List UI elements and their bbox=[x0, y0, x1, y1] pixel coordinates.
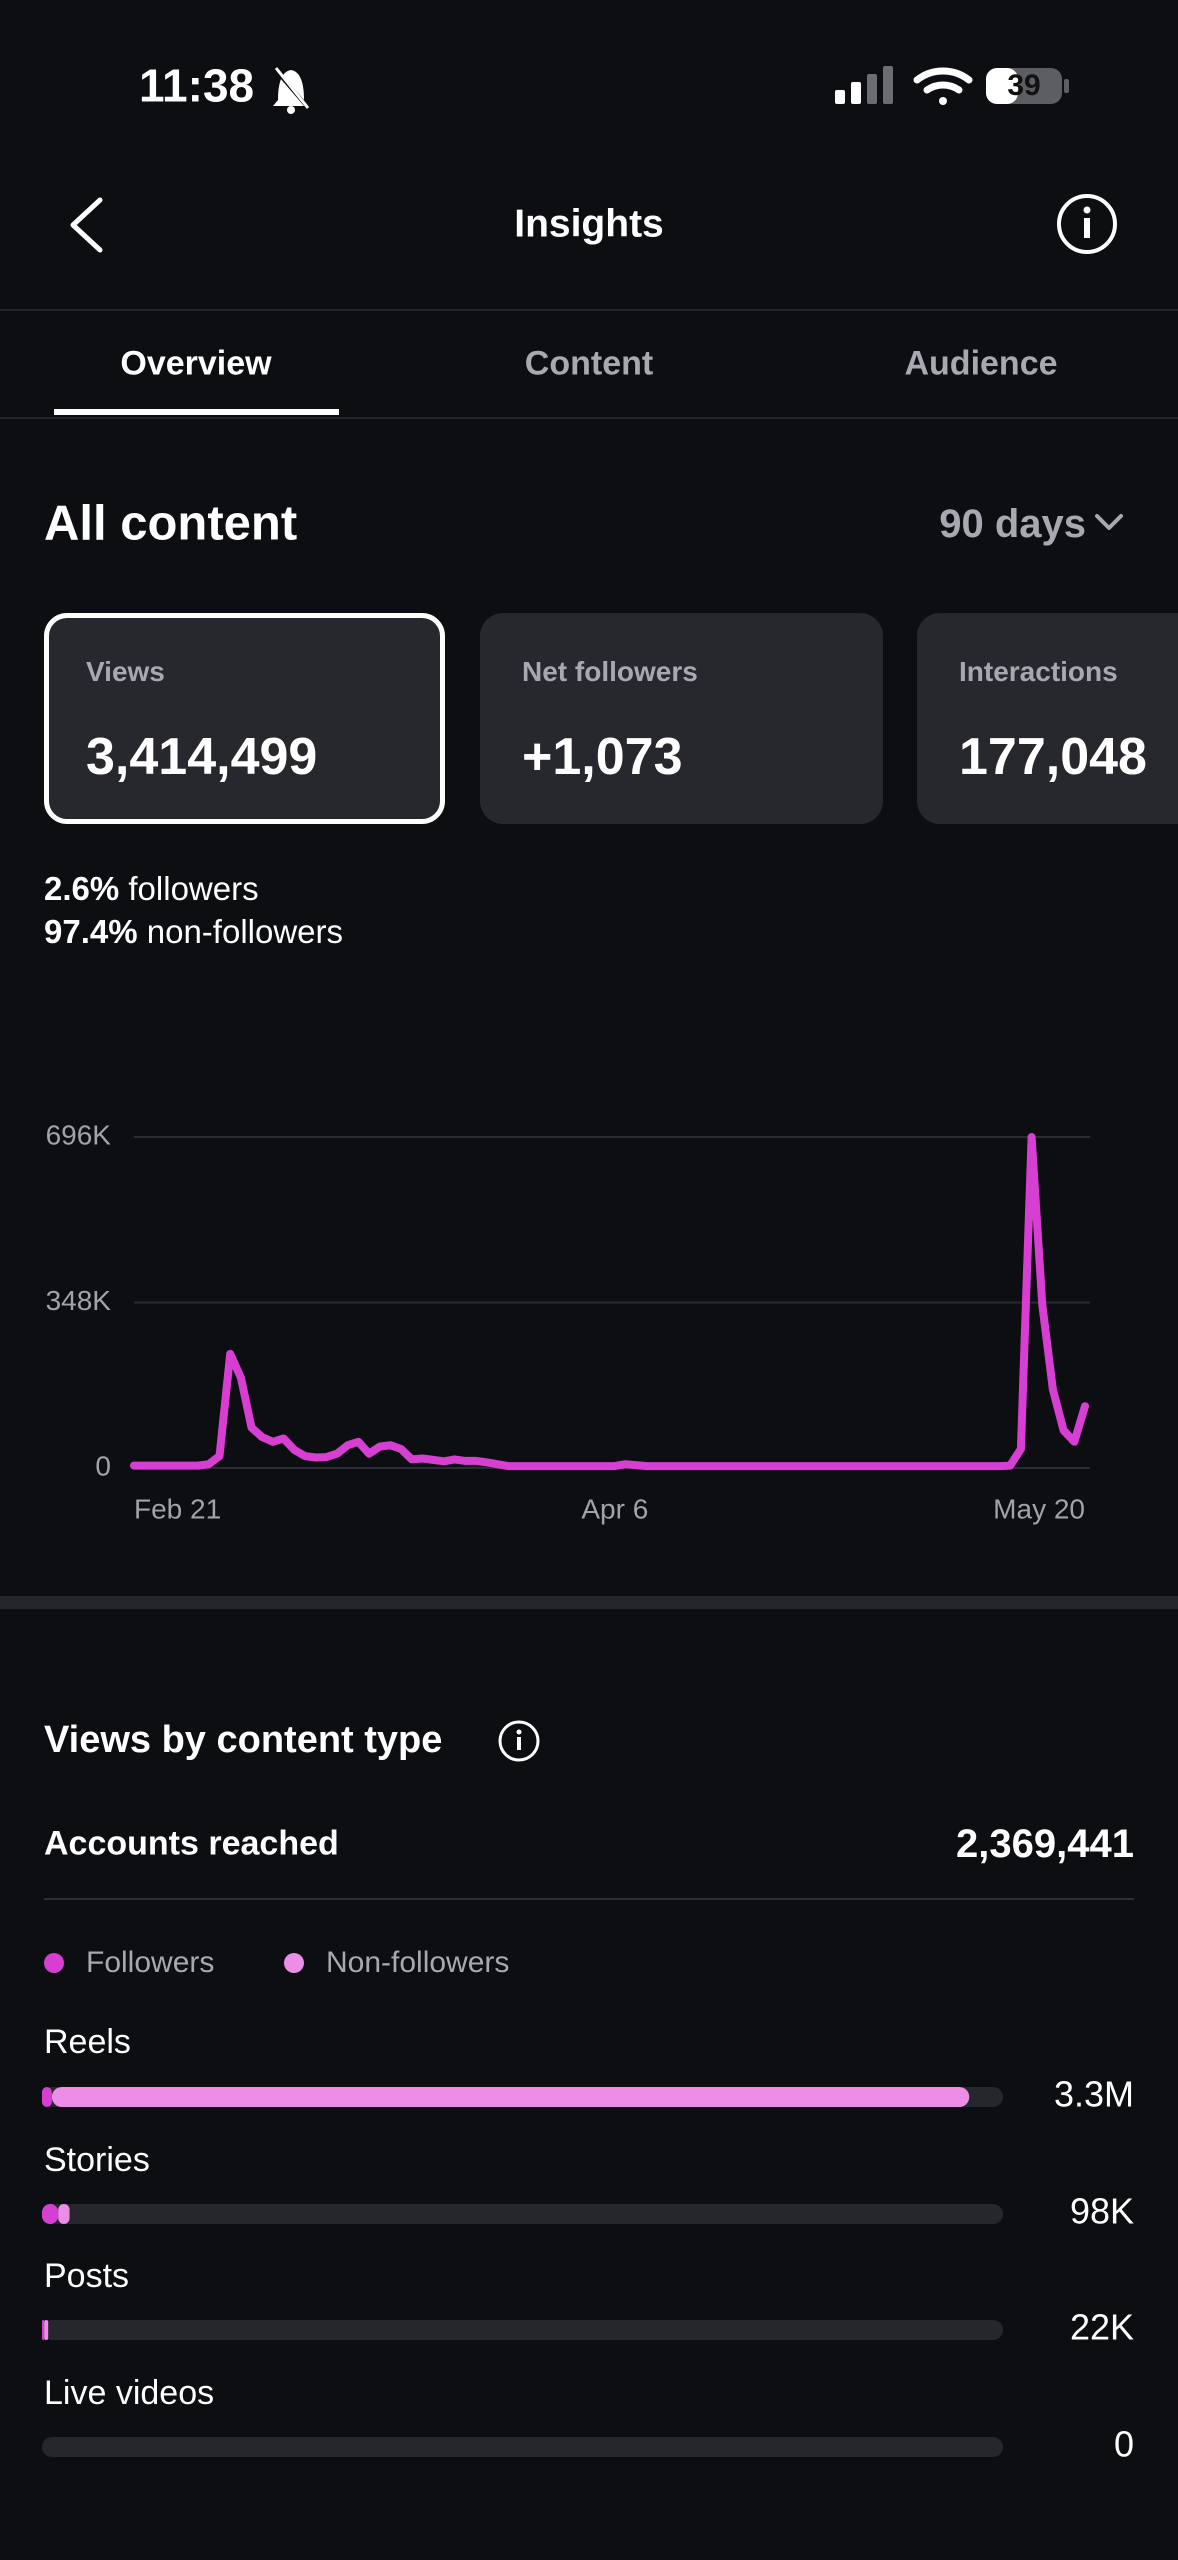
row-label: Live videos bbox=[44, 2374, 214, 2412]
reach-value: 2,369,441 bbox=[956, 1822, 1134, 1866]
bell-muted-icon bbox=[272, 66, 312, 114]
card-value: 3,414,499 bbox=[86, 727, 318, 786]
bar-segment bbox=[51, 2087, 970, 2107]
metric-card[interactable] bbox=[44, 613, 445, 824]
card-value: +1,073 bbox=[522, 727, 683, 786]
range-picker[interactable]: 90 days bbox=[939, 502, 1086, 546]
bar-segment bbox=[44, 2320, 49, 2340]
header-icons bbox=[0, 194, 1178, 311]
signal-icon bbox=[835, 66, 893, 104]
bar-track bbox=[42, 2320, 1003, 2340]
x-tick-label: Apr 6 bbox=[581, 1493, 648, 1524]
y-tick-label: 696K bbox=[46, 1119, 112, 1150]
chevron-down bbox=[1095, 514, 1123, 530]
reach-label: Accounts reached bbox=[44, 1824, 339, 1863]
row-label: Stories bbox=[44, 2141, 150, 2179]
split-line: 97.4% non-followers bbox=[44, 912, 343, 952]
wifi-icon bbox=[913, 67, 973, 105]
status-icons: 39 bbox=[272, 66, 1069, 114]
metric-card[interactable] bbox=[480, 613, 883, 824]
row-label: Posts bbox=[44, 2257, 129, 2295]
bar-track bbox=[42, 2204, 1003, 2224]
card-label: Views bbox=[86, 656, 165, 688]
x-tick-label: Feb 21 bbox=[134, 1493, 221, 1524]
split-label: non-followers bbox=[146, 913, 344, 951]
card-value: 177,048 bbox=[959, 727, 1147, 786]
row-value: 22K bbox=[1070, 2307, 1134, 2348]
legend-label: Followers bbox=[86, 1946, 214, 1979]
tab-underline bbox=[54, 409, 339, 415]
tab[interactable]: Content bbox=[524, 344, 654, 383]
split-percent: 97.4% bbox=[44, 913, 138, 951]
section-separator bbox=[0, 1596, 1178, 1609]
split-label: followers bbox=[128, 870, 259, 908]
row-value: 98K bbox=[1070, 2191, 1134, 2232]
tab-lines bbox=[0, 409, 1178, 419]
info-icon bbox=[498, 1720, 540, 1762]
legend-dot bbox=[284, 1953, 304, 1973]
section-title: All content bbox=[44, 496, 298, 551]
back-button[interactable] bbox=[70, 197, 103, 253]
bar-segment bbox=[42, 2320, 45, 2340]
legend-dot bbox=[44, 1953, 64, 1973]
bar-segment bbox=[42, 2204, 59, 2224]
bar-segment bbox=[58, 2204, 70, 2224]
row-label: Reels bbox=[44, 2023, 131, 2061]
line-chart: 0 348K 696K Feb 21 Apr 6 May 20 bbox=[46, 1119, 1090, 1524]
row-value: 3.3M bbox=[1054, 2074, 1134, 2115]
tab[interactable]: Audience bbox=[904, 344, 1058, 383]
split-line: 2.6% followers bbox=[44, 869, 259, 909]
card-label: Interactions bbox=[959, 656, 1118, 688]
legend-label: Non-followers bbox=[326, 1946, 509, 1979]
metric-card[interactable] bbox=[917, 613, 1178, 824]
info-button[interactable] bbox=[498, 1720, 540, 1762]
y-tick-label: 348K bbox=[46, 1285, 112, 1316]
battery-level: 39 bbox=[1007, 69, 1040, 102]
card-label: Net followers bbox=[522, 656, 698, 688]
row-value: 0 bbox=[1114, 2424, 1134, 2465]
views-line bbox=[130, 1133, 1089, 1471]
status-time: 11:38 bbox=[139, 59, 255, 112]
info-button[interactable] bbox=[1057, 194, 1117, 254]
split-percent: 2.6% bbox=[44, 870, 120, 908]
battery-icon bbox=[986, 68, 1069, 104]
divider bbox=[44, 1898, 1134, 1900]
y-tick-label: 0 bbox=[95, 1450, 111, 1481]
section-title: Views by content type bbox=[44, 1719, 443, 1762]
header-title: Insights bbox=[514, 202, 664, 246]
x-tick-label: May 20 bbox=[993, 1493, 1085, 1524]
bar-segment bbox=[42, 2087, 52, 2107]
range-chevron bbox=[1095, 514, 1123, 530]
bar-track bbox=[42, 2437, 1003, 2457]
tab[interactable]: Overview bbox=[120, 344, 272, 383]
